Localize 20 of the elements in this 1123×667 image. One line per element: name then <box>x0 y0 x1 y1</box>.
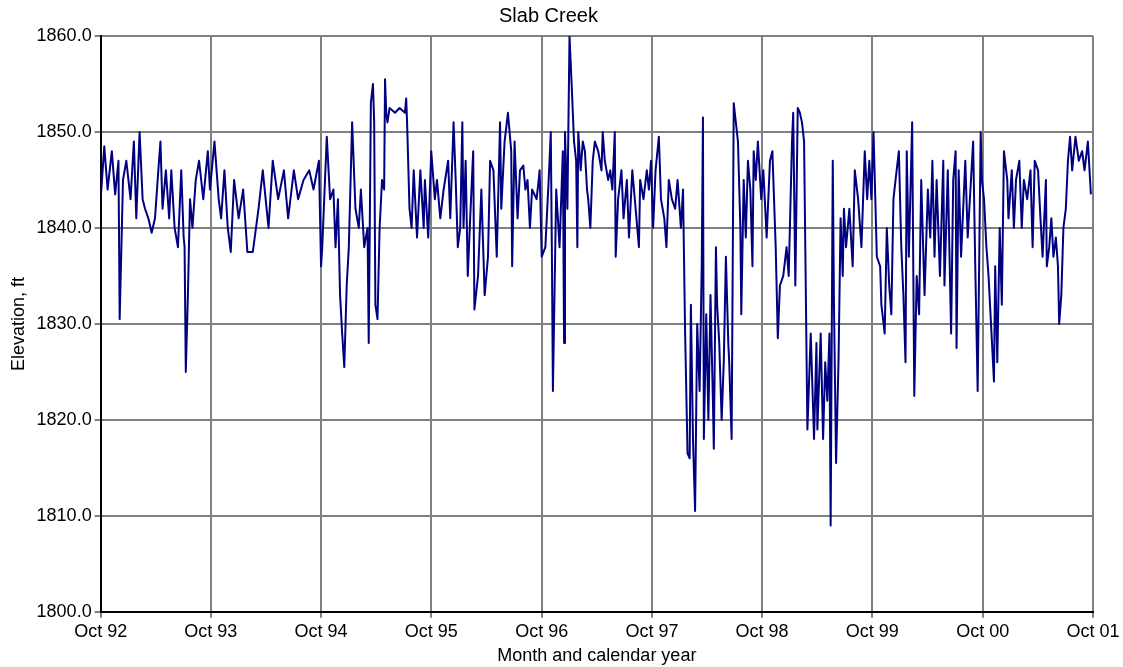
x-tick-label: Oct 92 <box>74 620 128 641</box>
y-tick-label: 1850.0 <box>36 120 92 141</box>
x-tick-label: Oct 98 <box>735 620 789 641</box>
x-tick-label: Oct 01 <box>1066 620 1120 641</box>
y-axis-title: Elevation, ft <box>7 276 28 371</box>
y-tick-label: 1860.0 <box>36 24 92 45</box>
x-tick-label: Oct 00 <box>956 620 1010 641</box>
x-axis-title: Month and calendar year <box>497 645 697 666</box>
y-tick-label: 1810.0 <box>36 504 92 525</box>
chart-title: Slab Creek <box>499 3 599 26</box>
x-tick-label: Oct 99 <box>845 620 899 641</box>
y-tick-label: 1840.0 <box>36 216 92 237</box>
x-tick-label: Oct 93 <box>184 620 238 641</box>
y-tick-label: 1820.0 <box>36 408 92 429</box>
x-tick-label: Oct 94 <box>294 620 348 641</box>
x-tick-label: Oct 95 <box>404 620 458 641</box>
y-tick-label: 1800.0 <box>36 600 92 621</box>
y-tick-label: 1830.0 <box>36 312 92 333</box>
x-tick-label: Oct 96 <box>515 620 569 641</box>
x-tick-label: Oct 97 <box>625 620 679 641</box>
